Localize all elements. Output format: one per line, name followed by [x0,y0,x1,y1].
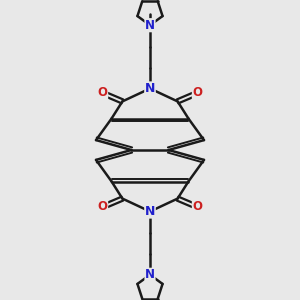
Text: N: N [145,82,155,95]
Text: N: N [145,19,155,32]
Text: O: O [192,200,203,214]
Text: O: O [192,86,203,100]
Text: N: N [145,268,155,281]
Text: O: O [98,200,108,214]
Text: N: N [145,205,155,218]
Text: O: O [98,86,108,100]
